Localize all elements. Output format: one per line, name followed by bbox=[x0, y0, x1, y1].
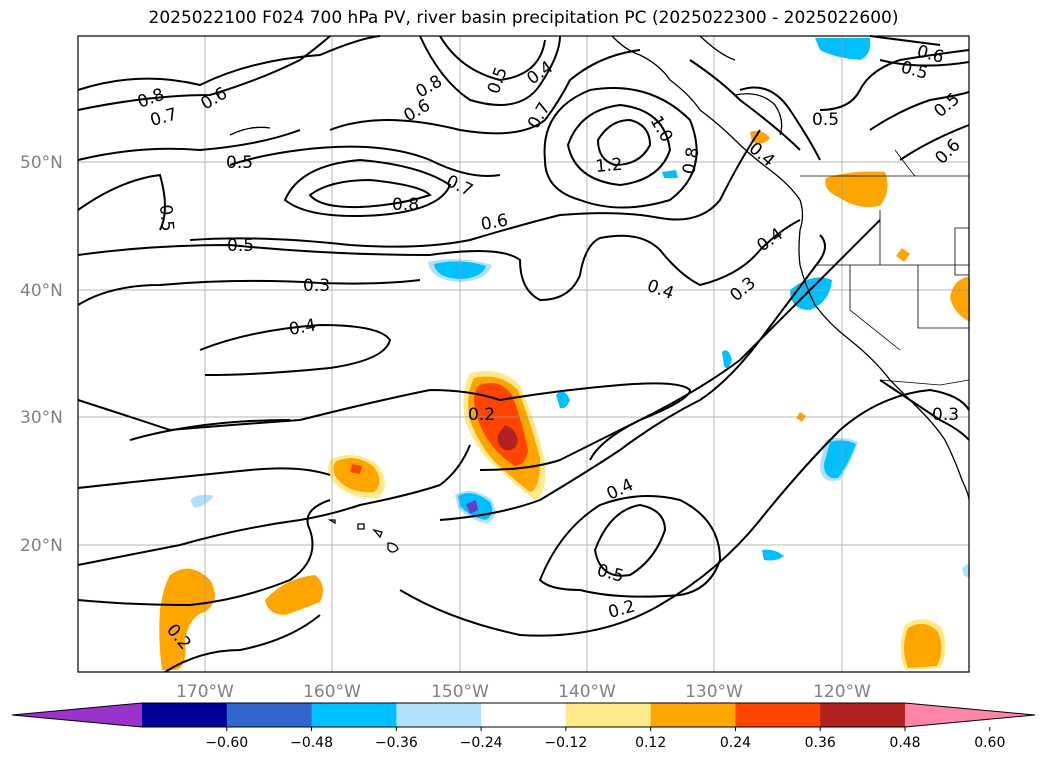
contour-label: 0.5 bbox=[595, 561, 626, 587]
lon-tick-label: 150°W bbox=[431, 682, 489, 702]
contour-label: 0.5 bbox=[812, 110, 839, 130]
shade-patch bbox=[190, 494, 214, 508]
contour-label: 0.5 bbox=[227, 236, 254, 256]
lon-labels: 170°W 160°W 150°W 140°W 130°W 120°W bbox=[176, 682, 871, 702]
shade-patch bbox=[556, 391, 570, 409]
colorbar-tick-label: 0.60 bbox=[974, 735, 1005, 751]
lat-tick-label: 50°N bbox=[20, 153, 63, 173]
lon-tick-label: 120°W bbox=[813, 682, 871, 702]
colorbar-tick-label: 0.36 bbox=[805, 735, 836, 751]
shade-patch bbox=[790, 277, 832, 310]
colorbar-tick-label: 0.48 bbox=[889, 735, 920, 751]
contour-label: 0.2 bbox=[468, 405, 495, 425]
shade-patch bbox=[159, 568, 215, 670]
contour-label: 0.7 bbox=[524, 99, 555, 132]
colorbar-segment bbox=[565, 703, 652, 727]
colorbar-tick-label: −0.12 bbox=[544, 735, 587, 751]
contour-label: 0.7 bbox=[443, 171, 476, 201]
shade-patch bbox=[333, 458, 380, 493]
shade-patch bbox=[950, 276, 970, 322]
contour-label: 0.4 bbox=[523, 57, 557, 89]
shade-patch bbox=[662, 170, 678, 178]
contour-label: 0.4 bbox=[287, 316, 317, 340]
colorbar: −0.60 −0.48 −0.36 −0.24 −0.12 0.12 0.24 0.36 0.4… bbox=[11, 702, 1036, 751]
colorbar-segment bbox=[735, 703, 821, 727]
colorbar-outline bbox=[11, 702, 1036, 728]
contour-label: 0.5 bbox=[484, 64, 512, 96]
shade-patch bbox=[722, 350, 732, 368]
contour-label: 0.8 bbox=[679, 146, 703, 176]
lon-tick-label: 170°W bbox=[176, 682, 234, 702]
shade-patch bbox=[825, 171, 888, 207]
shade-patch bbox=[750, 130, 770, 144]
colorbar-segment bbox=[226, 703, 313, 727]
lat-tick-label: 40°N bbox=[20, 281, 63, 301]
lon-tick-label: 130°W bbox=[685, 682, 743, 702]
shade-patch bbox=[762, 549, 784, 561]
contour-label: 0.6 bbox=[198, 83, 231, 114]
contour-label: 0.5 bbox=[226, 153, 253, 173]
contour-label: 0.4 bbox=[745, 139, 779, 172]
contour-label: 0.4 bbox=[604, 475, 637, 505]
shade-patch bbox=[962, 562, 970, 578]
shade-patch bbox=[350, 464, 362, 474]
colorbar-segment bbox=[481, 703, 567, 727]
lon-tick-label: 140°W bbox=[558, 682, 616, 702]
lat-labels: 50°N 40°N 30°N 20°N bbox=[20, 153, 63, 556]
contour-label: 1.2 bbox=[595, 155, 624, 177]
contour-label: 0.8 bbox=[392, 195, 419, 215]
colorbar-segment bbox=[396, 703, 482, 727]
colorbar-extend-low bbox=[12, 703, 142, 727]
colorbar-segment bbox=[142, 703, 228, 727]
shade-patch bbox=[265, 575, 324, 615]
contour-labels: 0.8 0.7 0.6 0.8 0.6 0.5 0.4 0.7 1.0 1.2 … bbox=[135, 42, 965, 654]
colorbar-tick-label: −0.48 bbox=[290, 735, 333, 751]
colorbar-tick-label: −0.24 bbox=[460, 735, 503, 751]
colorbar-tick-label: −0.60 bbox=[205, 735, 248, 751]
contour-label: 0.3 bbox=[303, 276, 330, 296]
colorbar-tick-label: 0.12 bbox=[635, 735, 666, 751]
gridlines bbox=[78, 36, 969, 672]
contour-label: 0.6 bbox=[479, 211, 509, 235]
contour-label: 0.8 bbox=[413, 71, 446, 102]
chart-title: 2025022100 F024 700 hPa PV, river basin … bbox=[148, 8, 899, 28]
contour-label: 0.3 bbox=[932, 405, 959, 425]
pv-contours bbox=[77, 35, 970, 673]
shading-layer bbox=[159, 38, 970, 670]
map-frame bbox=[77, 35, 970, 673]
colorbar-segment bbox=[311, 703, 397, 727]
shade-patch bbox=[896, 248, 910, 262]
contour-label: 0.4 bbox=[644, 276, 676, 304]
colorbar-tick-label: 0.24 bbox=[720, 735, 751, 751]
shade-patch bbox=[815, 38, 871, 60]
colorbar-segment bbox=[820, 703, 906, 727]
shade-patch bbox=[824, 440, 856, 479]
colorbar-extend-high bbox=[905, 703, 1035, 727]
colorbar-segment bbox=[650, 703, 736, 727]
lat-tick-label: 30°N bbox=[20, 408, 63, 428]
contour-label: 0.5 bbox=[155, 204, 177, 233]
shade-patch bbox=[497, 425, 518, 451]
shade-patch bbox=[466, 500, 478, 514]
colorbar-tick-label: −0.36 bbox=[375, 735, 418, 751]
lat-tick-label: 20°N bbox=[20, 536, 63, 556]
coastlines bbox=[229, 35, 970, 553]
contour-label: 0.3 bbox=[726, 273, 760, 306]
shade-patch bbox=[904, 623, 942, 668]
lon-tick-label: 160°W bbox=[303, 682, 361, 702]
